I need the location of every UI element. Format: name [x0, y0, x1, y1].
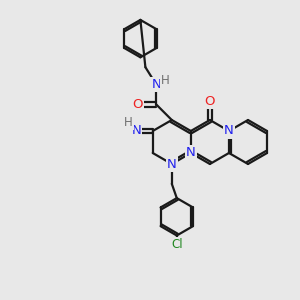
Text: Cl: Cl [171, 238, 183, 251]
Text: N: N [186, 146, 196, 160]
Text: N: N [167, 158, 177, 170]
Text: N: N [224, 124, 234, 137]
Text: O: O [132, 98, 143, 111]
Text: N: N [131, 124, 141, 137]
Text: N: N [152, 78, 161, 91]
Text: H: H [161, 74, 170, 87]
Text: H: H [124, 116, 133, 130]
Text: O: O [205, 95, 215, 108]
